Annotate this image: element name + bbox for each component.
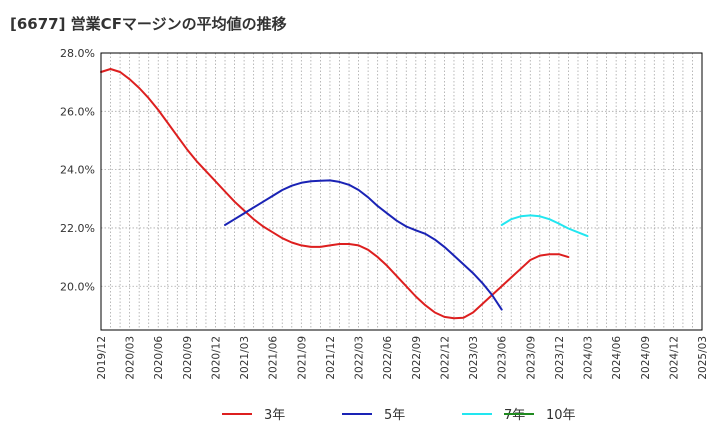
legend-label-3: 7年 [504,408,525,423]
y-axis-ticks: 20.0% 22.0% 24.0% 26.0% 28.0% [60,47,95,293]
x-tick-label: 2023/12 [554,336,566,380]
y-tick-label: 22.0% [60,222,95,235]
x-tick-label: 2023/09 [525,336,537,380]
x-tick-label: 2024/06 [611,336,623,380]
x-tick-label: 2020/09 [182,336,194,380]
legend-label-4: 10年 [546,408,576,423]
x-tick-label: 2021/12 [325,336,337,380]
x-tick-label: 2021/09 [296,336,308,380]
legend-label-2: 5年 [384,408,405,423]
series-line-2 [224,179,503,311]
x-tick-label: 2021/03 [239,336,251,380]
y-tick-label: 28.0% [60,47,95,60]
x-tick-label: 2021/06 [268,336,280,380]
x-tick-label: 2020/06 [153,336,165,380]
x-tick-label: 2020/03 [125,336,137,380]
x-tick-label: 2024/03 [583,336,595,380]
x-tick-label: 2022/09 [411,336,423,380]
x-tick-label: 2023/03 [468,336,480,380]
grid [101,53,702,330]
x-tick-label: 2024/12 [668,336,680,380]
x-tick-label: 2022/03 [354,336,366,380]
legend: 3年 5年 7年 10年 [222,408,576,423]
plot-frame [100,52,703,331]
x-tick-label: 2022/06 [382,336,394,380]
y-tick-label: 26.0% [60,105,95,118]
x-tick-label: 2022/12 [439,336,451,380]
legend-label-1: 3年 [264,408,285,423]
y-tick-label: 24.0% [60,164,95,177]
x-axis-ticks: 2019/12 2020/03 2020/06 2020/09 2020/12 2021/… [96,336,709,380]
x-tick-label: 2024/09 [640,336,652,380]
series-line-1 [100,68,570,320]
series-lines [100,68,589,320]
x-tick-label: 2025/03 [697,336,709,380]
x-tick-label: 2023/06 [497,336,509,380]
x-tick-label: 2019/12 [96,336,108,380]
x-tick-label: 2020/12 [210,336,222,380]
chart-title: [6677] 営業CFマージンの平均値の推移 [10,15,287,33]
y-tick-label: 20.0% [60,280,95,293]
series-line-3 [500,214,589,238]
